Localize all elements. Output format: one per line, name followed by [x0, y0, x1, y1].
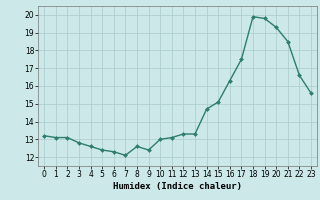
X-axis label: Humidex (Indice chaleur): Humidex (Indice chaleur) [113, 182, 242, 191]
